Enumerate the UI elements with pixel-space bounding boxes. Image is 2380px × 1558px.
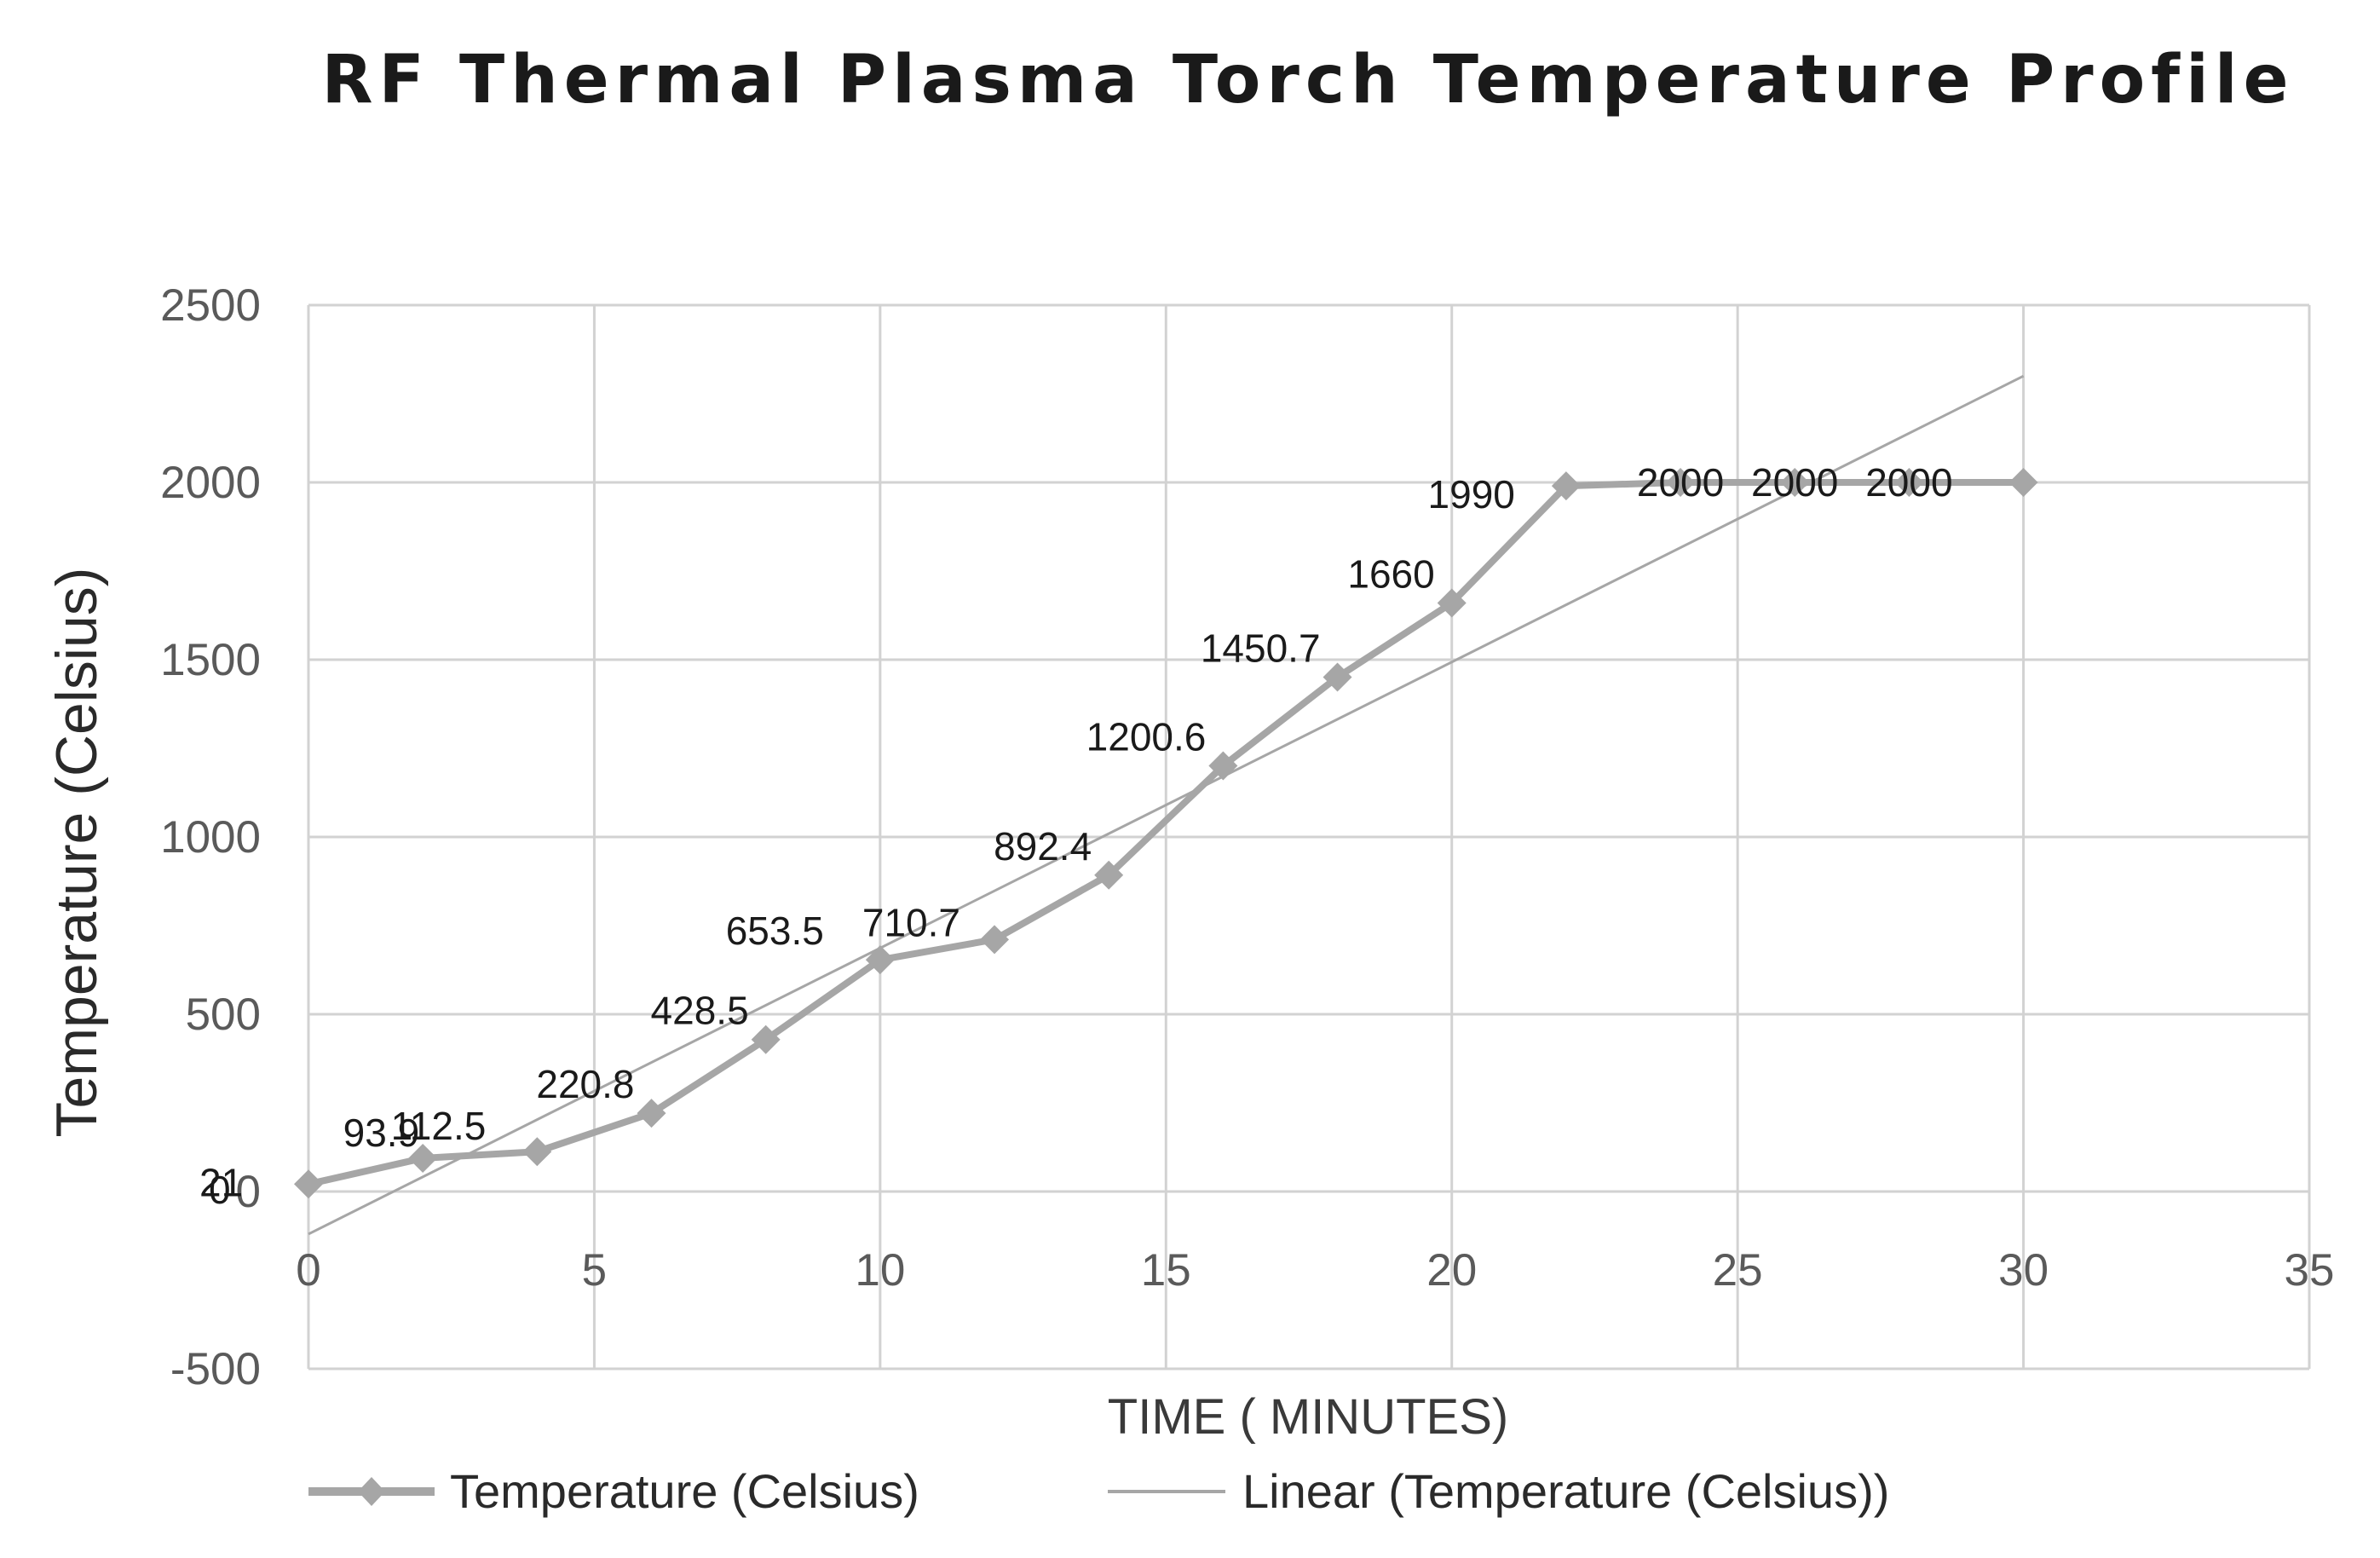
temperature-markers (294, 468, 2038, 1199)
marker-13 (1780, 468, 1810, 497)
x-tick-label-5: 25 (1713, 1245, 1763, 1295)
x-tick-labels: 0 5 10 15 20 25 30 35 (296, 1245, 2334, 1295)
x-axis-title: TIME ( MINUTES) (1108, 1389, 1508, 1445)
marker-7 (1094, 860, 1124, 890)
y-tick-label-5: 2000 (160, 458, 261, 508)
y-tick-label-4: 1500 (160, 635, 261, 685)
marker-2 (522, 1137, 552, 1167)
marker-3 (637, 1099, 666, 1128)
data-label-8: 1200.6 (1086, 715, 1207, 759)
data-label-0: 21 (199, 1160, 243, 1204)
marker-8 (1208, 751, 1238, 781)
data-label-7: 892.4 (994, 824, 1092, 868)
marker-4 (751, 1024, 781, 1054)
legend: Temperature (Celsius) Linear (Temperatur… (308, 1464, 1889, 1518)
marker-6 (980, 925, 1010, 955)
data-label-zero: 0 (209, 1168, 231, 1212)
linear-trendline (308, 374, 2025, 1236)
marker-9 (1323, 662, 1352, 692)
data-label-3: 220.8 (536, 1062, 634, 1106)
temperature-series-line (308, 479, 2024, 1188)
chart-title: RF Thermal Plasma Torch Temperature Prof… (322, 42, 2295, 118)
marker-12 (1666, 468, 1696, 497)
data-label-6: 710.7 (862, 900, 960, 944)
legend-trendline-label: Linear (Temperature (Celsius)) (1242, 1464, 1889, 1518)
y-tick-label-2: 500 (186, 990, 261, 1040)
y-axis-title: Temperature (Celsius) (44, 568, 109, 1138)
data-label-10: 1660 (1347, 551, 1434, 596)
y-tick-label-1: 0 (236, 1167, 261, 1217)
data-label-14: 2000 (1865, 460, 1952, 505)
data-label-4: 428.5 (651, 989, 749, 1033)
marker-5 (865, 945, 895, 975)
data-label-5: 653.5 (726, 909, 824, 953)
x-tick-label-7: 35 (2285, 1245, 2335, 1295)
x-tick-label-1: 5 (582, 1245, 607, 1295)
data-label-13: 2000 (1751, 460, 1838, 505)
x-tick-label-6: 30 (1998, 1245, 2049, 1295)
marker-10 (1437, 588, 1467, 618)
marker-11 (1551, 471, 1581, 501)
y-tick-label-6: 2500 (160, 280, 261, 331)
data-label-12: 2000 (1637, 460, 1724, 505)
x-tick-label-4: 20 (1426, 1245, 1477, 1295)
x-tick-label-0: 0 (296, 1245, 320, 1295)
grid (307, 303, 2311, 1370)
marker-1 (408, 1143, 438, 1173)
y-tick-label-0: -500 (170, 1344, 261, 1394)
marker-14 (1894, 468, 1924, 497)
data-label-1: 93.9 (343, 1111, 420, 1155)
data-label-9: 1450.7 (1201, 626, 1321, 671)
marker-15 (2008, 468, 2038, 497)
data-label-11: 1990 (1428, 472, 1515, 516)
y-tick-label-3: 1000 (160, 812, 261, 863)
marker-0 (294, 1169, 323, 1199)
x-tick-label-2: 10 (855, 1245, 905, 1295)
legend-series-swatch-marker (358, 1477, 385, 1506)
data-label-2: 112.5 (391, 1104, 487, 1148)
legend-series-label: Temperature (Celsius) (450, 1464, 919, 1518)
y-tick-labels: -500 0 500 1000 1500 2000 2500 (160, 280, 261, 1394)
x-tick-label-3: 15 (1141, 1245, 1191, 1295)
